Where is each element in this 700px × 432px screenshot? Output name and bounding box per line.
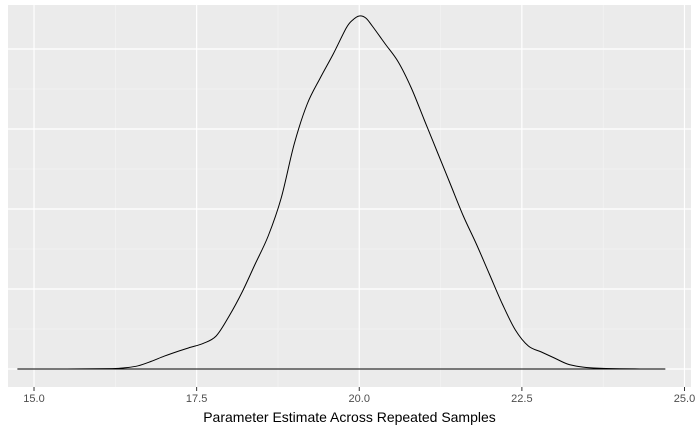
x-axis-ticks: 15.0 17.5 20.0 22.5 25.0 [23, 387, 695, 405]
x-tick-label: 15.0 [23, 393, 44, 405]
x-axis-title: Parameter Estimate Across Repeated Sampl… [203, 409, 496, 425]
minor-grid [8, 5, 691, 387]
series-layer [17, 15, 666, 370]
density-curve [17, 15, 666, 370]
x-tick-label: 22.5 [511, 393, 532, 405]
x-tick-label: 20.0 [349, 393, 370, 405]
major-grid [8, 5, 691, 387]
x-tick-label: 17.5 [186, 393, 207, 405]
plot-panel [8, 5, 691, 387]
x-tick-label: 25.0 [674, 393, 695, 405]
